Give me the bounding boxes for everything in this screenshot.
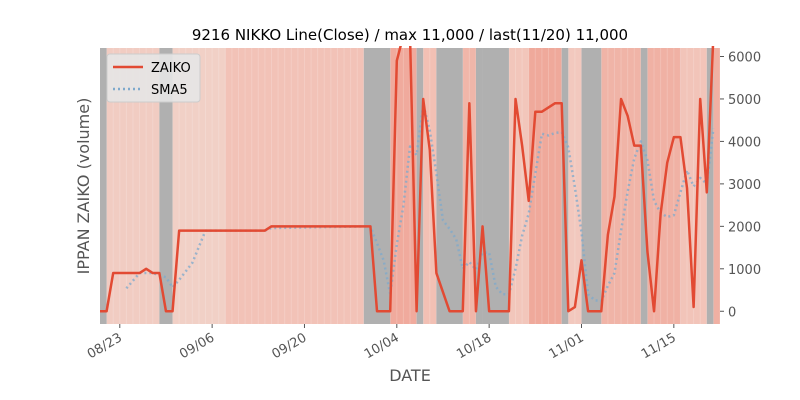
band-gray-2	[363, 48, 391, 324]
x-axis-label: DATE	[389, 366, 431, 385]
x-tick-label: 09/06	[177, 330, 217, 362]
y-axis-label: IPPAN ZAIKO (volume)	[74, 98, 93, 275]
y-tick-label: 2000	[728, 220, 761, 235]
y-tick-label: 5000	[728, 93, 761, 108]
band-gray-1	[159, 48, 173, 324]
y-tick-label: 1000	[728, 263, 761, 278]
band-red-5	[462, 48, 476, 324]
x-tick-label: 10/04	[362, 330, 402, 362]
x-axis-ticks: 08/23 09/06 09/20 10/04 10/18 11/01 11/15	[85, 324, 679, 362]
y-tick-label: 3000	[728, 178, 761, 193]
y-axis-ticks: 0 1000 2000 3000 4000 5000 6000	[720, 50, 761, 320]
chart-title: 9216 NIKKO Line(Close) / max 11,000 / la…	[192, 26, 628, 44]
band-red-9	[601, 48, 641, 324]
x-tick-label: 08/23	[85, 330, 125, 362]
legend: ZAIKO SMA5	[106, 53, 201, 103]
series-line-zaiko	[100, 46, 715, 313]
x-tick-label: 11/01	[547, 330, 587, 362]
legend-label-zaiko: ZAIKO	[151, 61, 191, 76]
y-tick-label: 6000	[728, 50, 761, 65]
band-gray-10	[706, 48, 714, 324]
y-tick-label: 4000	[728, 135, 761, 150]
band-gray-0	[100, 48, 107, 324]
series-layer	[100, 46, 715, 313]
band-red-12	[713, 48, 720, 324]
x-tick-label: 11/15	[639, 330, 679, 362]
band-gray-5	[475, 48, 483, 324]
band-red-2	[225, 48, 364, 324]
band-gray-8	[581, 48, 602, 324]
legend-label-sma5: SMA5	[151, 83, 188, 98]
x-tick-label: 10/18	[454, 330, 494, 362]
y-tick-label: 0	[728, 305, 736, 320]
x-tick-label: 09/20	[270, 330, 310, 362]
band-gray-4	[436, 48, 463, 324]
